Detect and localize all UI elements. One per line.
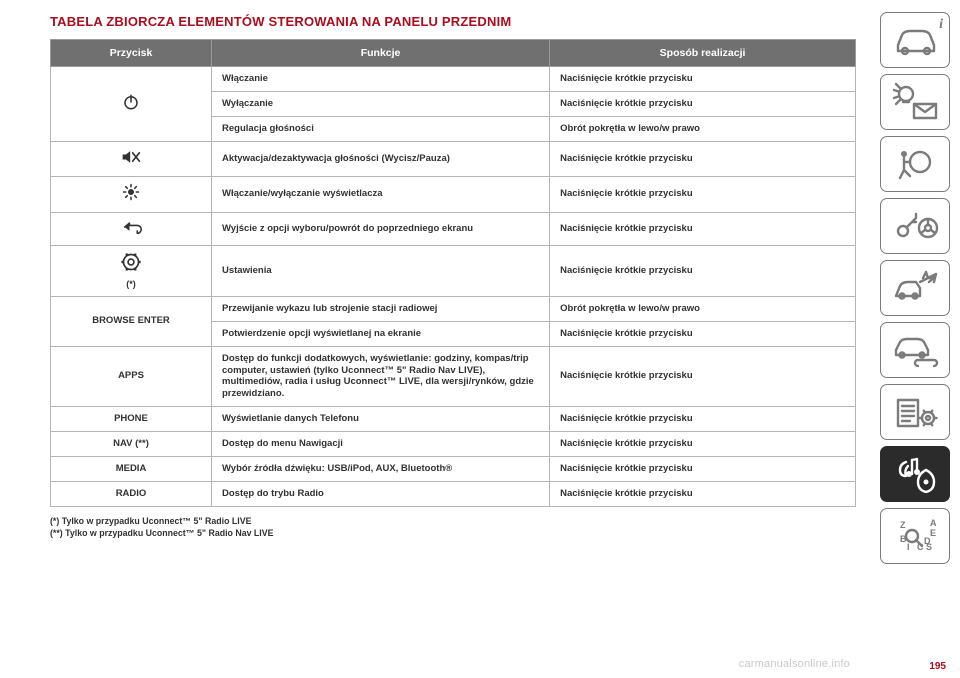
cell-how: Naciśnięcie krótkie przycisku — [550, 481, 856, 506]
watermark: carmanualsonline.info — [739, 658, 850, 670]
nav-safety-airbag[interactable] — [880, 136, 950, 192]
nav-lights-messages[interactable] — [880, 74, 950, 130]
cell-button: PHONE — [51, 407, 212, 432]
cell-how: Naciśnięcie krótkie przycisku — [550, 246, 856, 297]
table-row: PHONEWyświetlanie danych TelefonuNaciśni… — [51, 407, 856, 432]
cell-how: Naciśnięcie krótkie przycisku — [550, 67, 856, 92]
cell-button: RADIO — [51, 481, 212, 506]
table-row: NAV (**)Dostęp do menu NawigacjiNaciśnię… — [51, 432, 856, 457]
table-row: RADIODostęp do trybu RadioNaciśnięcie kr… — [51, 481, 856, 506]
footnotes: (*) Tylko w przypadku Uconnect™ 5" Radio… — [50, 515, 856, 540]
cell-function: Włączanie — [212, 67, 550, 92]
table-row: APPSDostęp do funkcji dodatkowych, wyświ… — [51, 346, 856, 407]
cell-button — [51, 141, 212, 177]
th-button: Przycisk — [51, 40, 212, 67]
svg-text:Z: Z — [900, 520, 906, 530]
th-function: Funkcje — [212, 40, 550, 67]
controls-table: Przycisk Funkcje Sposób realizacji Włącz… — [50, 39, 856, 507]
cell-function: Włączanie/wyłączanie wyświetlacza — [212, 177, 550, 213]
svg-text:A: A — [930, 518, 937, 528]
cell-button — [51, 212, 212, 246]
nav-index[interactable]: ZBICSEAD — [880, 508, 950, 564]
cell-function: Potwierdzenie opcji wyświetlanej na ekra… — [212, 321, 550, 346]
nav-multimedia[interactable] — [880, 446, 950, 502]
cell-button: (*) — [51, 246, 212, 297]
nav-vehicle-info[interactable]: i — [880, 12, 950, 68]
cell-function: Wyświetlanie danych Telefonu — [212, 407, 550, 432]
nav-warning-collision[interactable] — [880, 260, 950, 316]
table-row: (*)UstawieniaNaciśnięcie krótkie przycis… — [51, 246, 856, 297]
cell-function: Przewijanie wykazu lub strojenie stacji … — [212, 296, 550, 321]
cell-how: Naciśnięcie krótkie przycisku — [550, 141, 856, 177]
cell-function: Wyłączanie — [212, 91, 550, 116]
cell-function: Aktywacja/dezaktywacja głośności (Wycisz… — [212, 141, 550, 177]
cell-how: Naciśnięcie krótkie przycisku — [550, 91, 856, 116]
cell-function: Dostęp do trybu Radio — [212, 481, 550, 506]
cell-function: Wybór źródła dźwięku: USB/iPod, AUX, Blu… — [212, 456, 550, 481]
nav-service[interactable] — [880, 322, 950, 378]
cell-how: Obrót pokrętła w lewo/w prawo — [550, 296, 856, 321]
back-icon — [120, 222, 142, 238]
cell-button: BROWSE ENTER — [51, 296, 212, 346]
cell-function: Dostęp do funkcji dodatkowych, wyświetla… — [212, 346, 550, 407]
cell-button: APPS — [51, 346, 212, 407]
cell-how: Naciśnięcie krótkie przycisku — [550, 407, 856, 432]
footnote-1: (*) Tylko w przypadku Uconnect™ 5" Radio… — [50, 515, 856, 527]
cell-how: Naciśnięcie krótkie przycisku — [550, 212, 856, 246]
cell-button — [51, 177, 212, 213]
cell-function: Regulacja głośności — [212, 116, 550, 141]
th-how: Sposób realizacji — [550, 40, 856, 67]
table-row: MEDIAWybór źródła dźwięku: USB/iPod, AUX… — [51, 456, 856, 481]
cell-how: Naciśnięcie krótkie przycisku — [550, 321, 856, 346]
cell-function: Dostęp do menu Nawigacji — [212, 432, 550, 457]
side-nav: i ZBICSEAD — [874, 0, 960, 678]
nav-specs[interactable] — [880, 384, 950, 440]
table-row: BROWSE ENTERPrzewijanie wykazu lub stroj… — [51, 296, 856, 321]
svg-text:I: I — [907, 542, 910, 552]
cell-how: Naciśnięcie krótkie przycisku — [550, 346, 856, 407]
table-row: Aktywacja/dezaktywacja głośności (Wycisz… — [51, 141, 856, 177]
nav-start-driving[interactable] — [880, 198, 950, 254]
cell-function: Ustawienia — [212, 246, 550, 297]
footnote-2: (**) Tylko w przypadku Uconnect™ 5" Radi… — [50, 527, 856, 539]
cell-function: Wyjście z opcji wyboru/powrót do poprzed… — [212, 212, 550, 246]
power-icon — [122, 98, 140, 114]
cell-how: Naciśnięcie krótkie przycisku — [550, 432, 856, 457]
page-number: 195 — [929, 661, 946, 672]
cell-button: NAV (**) — [51, 432, 212, 457]
info-icon: i — [939, 17, 943, 33]
page-title: TABELA ZBIORCZA ELEMENTÓW STEROWANIA NA … — [50, 14, 856, 29]
table-row: Wyjście z opcji wyboru/powrót do poprzed… — [51, 212, 856, 246]
cell-how: Obrót pokrętła w lewo/w prawo — [550, 116, 856, 141]
svg-text:E: E — [930, 528, 936, 538]
brightness-icon — [122, 188, 140, 204]
cell-how: Naciśnięcie krótkie przycisku — [550, 177, 856, 213]
table-row: WłączanieNaciśnięcie krótkie przycisku — [51, 67, 856, 92]
cell-button: MEDIA — [51, 456, 212, 481]
settings-icon — [121, 259, 141, 275]
svg-text:D: D — [924, 536, 931, 546]
mute-icon — [121, 153, 141, 169]
table-row: Włączanie/wyłączanie wyświetlaczaNaciśni… — [51, 177, 856, 213]
cell-button — [51, 67, 212, 142]
cell-how: Naciśnięcie krótkie przycisku — [550, 456, 856, 481]
